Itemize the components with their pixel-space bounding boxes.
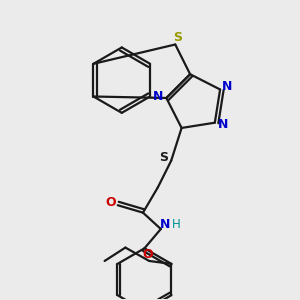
- Text: O: O: [106, 196, 116, 209]
- Text: H: H: [172, 218, 181, 231]
- Text: N: N: [153, 90, 163, 103]
- Text: N: N: [222, 80, 233, 93]
- Text: N: N: [160, 218, 170, 231]
- Text: S: S: [159, 151, 168, 164]
- Text: S: S: [173, 32, 182, 44]
- Text: O: O: [142, 248, 153, 261]
- Text: N: N: [218, 118, 228, 131]
